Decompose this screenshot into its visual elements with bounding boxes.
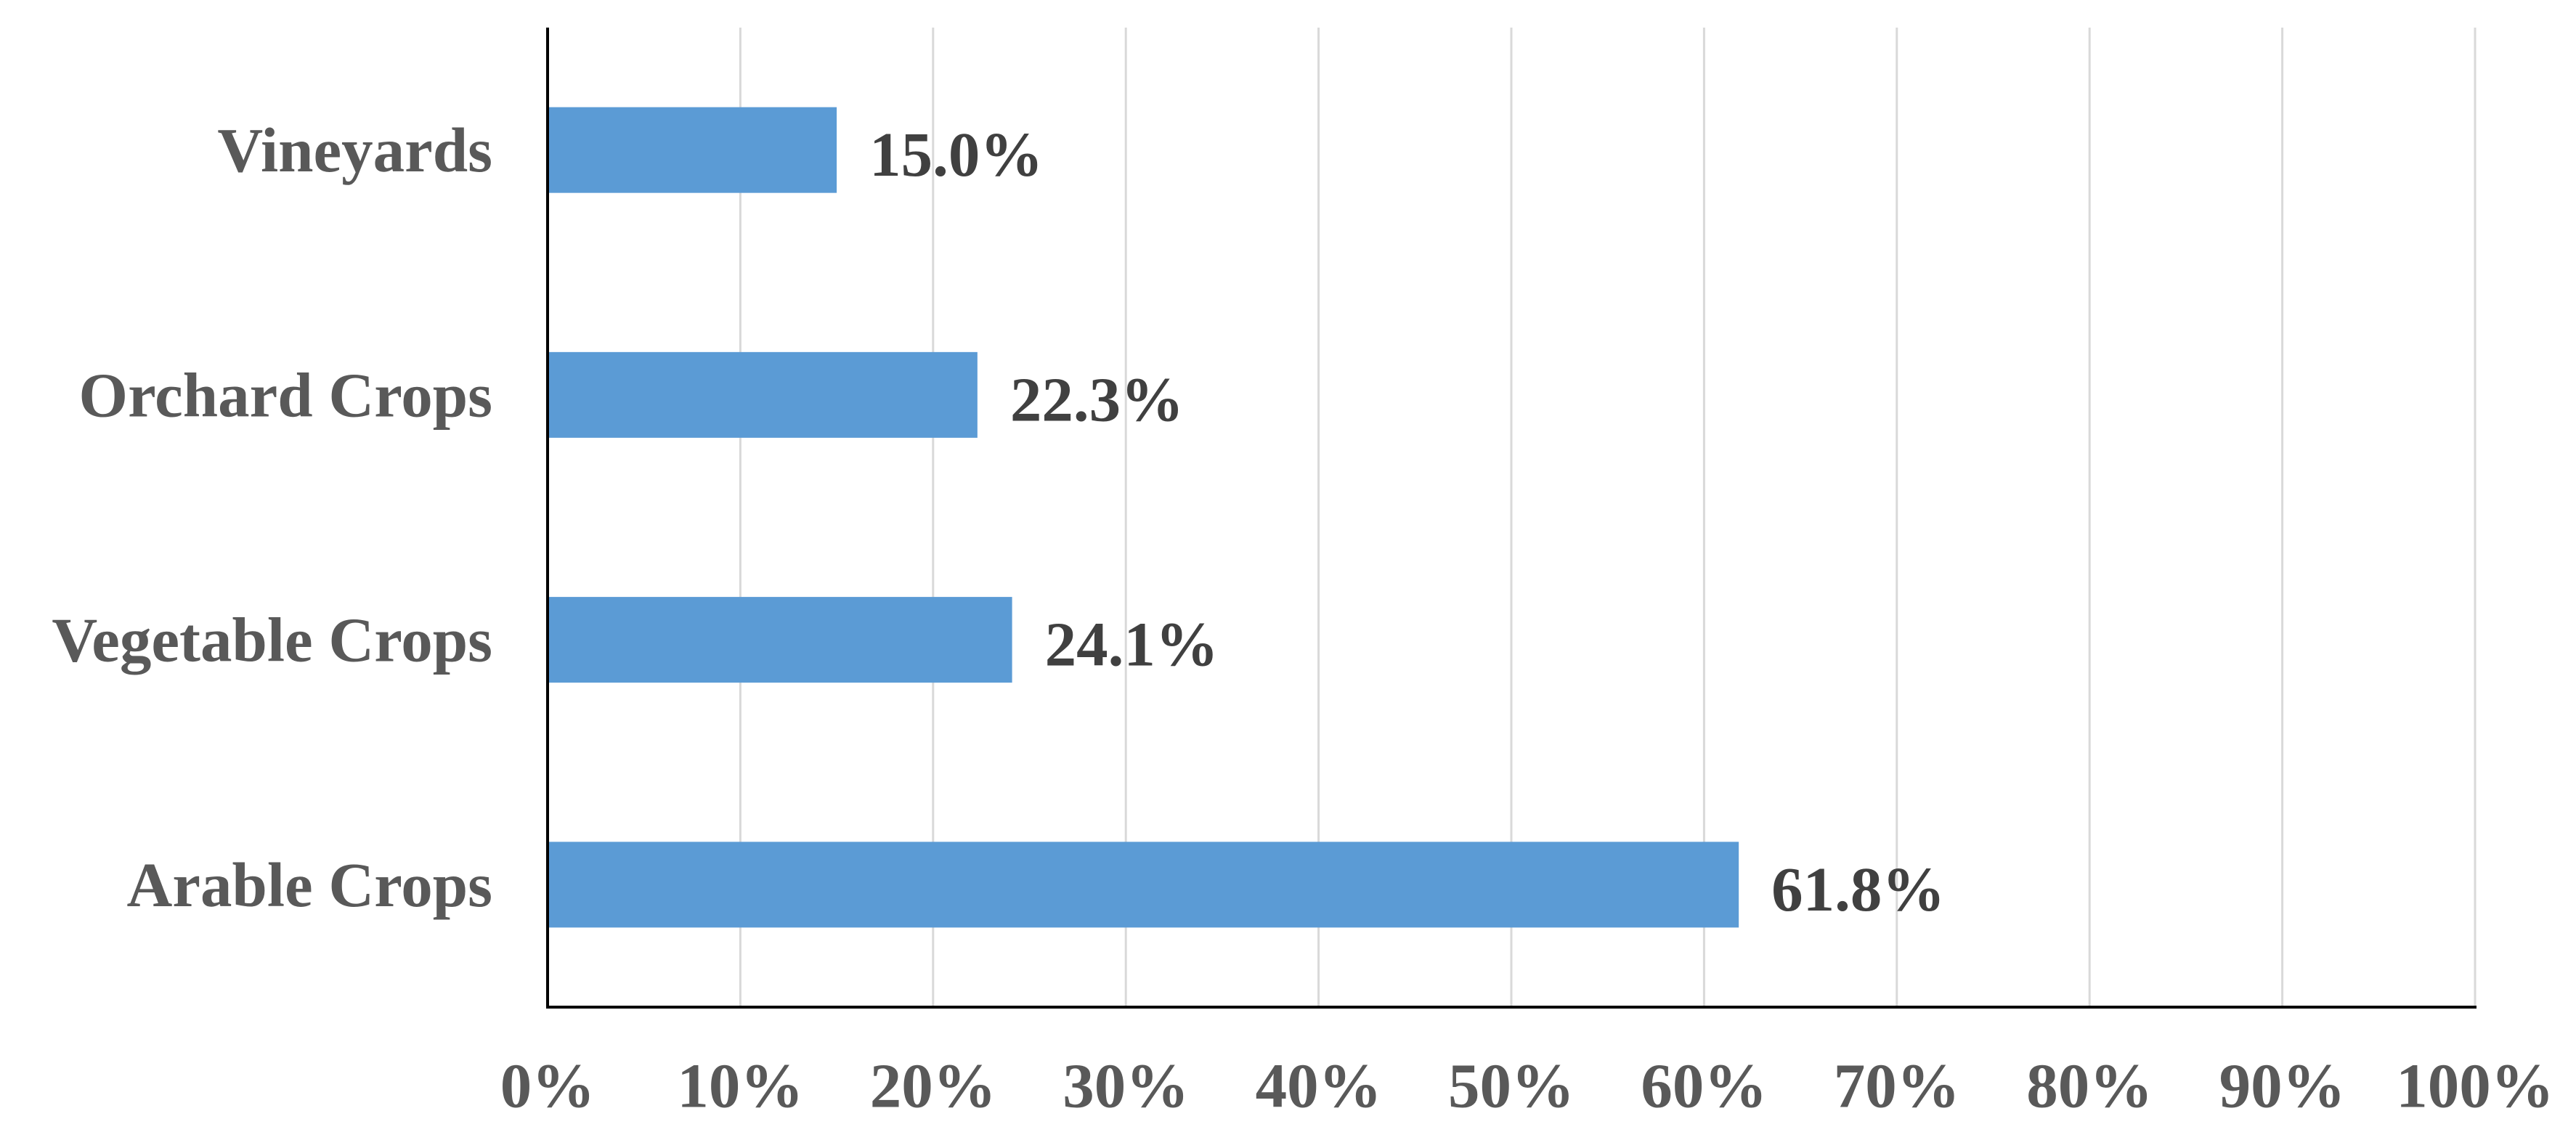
data-label: 61.8%: [1771, 854, 1945, 924]
gridlines: [739, 28, 2477, 1007]
bar-arable-crops: [548, 842, 1739, 928]
x-tick-label: 80%: [2026, 1051, 2153, 1121]
axes: [546, 28, 2477, 1009]
x-tick-label: 10%: [677, 1051, 803, 1121]
bar-orchard-crops: [548, 351, 978, 438]
labels: Arable Crops 61.8% Vegetable Crops 24.1% Orc…: [52, 115, 2553, 1120]
x-tick-label: 20%: [870, 1051, 996, 1121]
data-label: 22.3%: [1010, 364, 1184, 434]
x-tick-label: 50%: [1448, 1051, 1575, 1121]
x-tick-label: 70%: [1834, 1051, 1960, 1121]
x-tick-label: 90%: [2219, 1051, 2346, 1121]
x-tick-label: 30%: [1063, 1051, 1189, 1121]
category-label: Arable Crops: [127, 850, 492, 920]
x-tick-label: 100%: [2396, 1051, 2554, 1121]
category-label: Orchard Crops: [78, 359, 492, 430]
data-label: 15.0%: [869, 119, 1043, 190]
x-tick-label: 0%: [500, 1051, 596, 1121]
category-label: Vegetable Crops: [52, 605, 492, 675]
bar-vineyards: [548, 107, 837, 193]
x-tick-label: 60%: [1641, 1051, 1767, 1121]
bar-vegetable-crops: [548, 597, 1012, 683]
bars: [548, 107, 1739, 928]
data-label: 24.1%: [1045, 609, 1219, 680]
x-tick-label: 40%: [1256, 1051, 1382, 1121]
category-label: Vineyards: [217, 115, 492, 185]
